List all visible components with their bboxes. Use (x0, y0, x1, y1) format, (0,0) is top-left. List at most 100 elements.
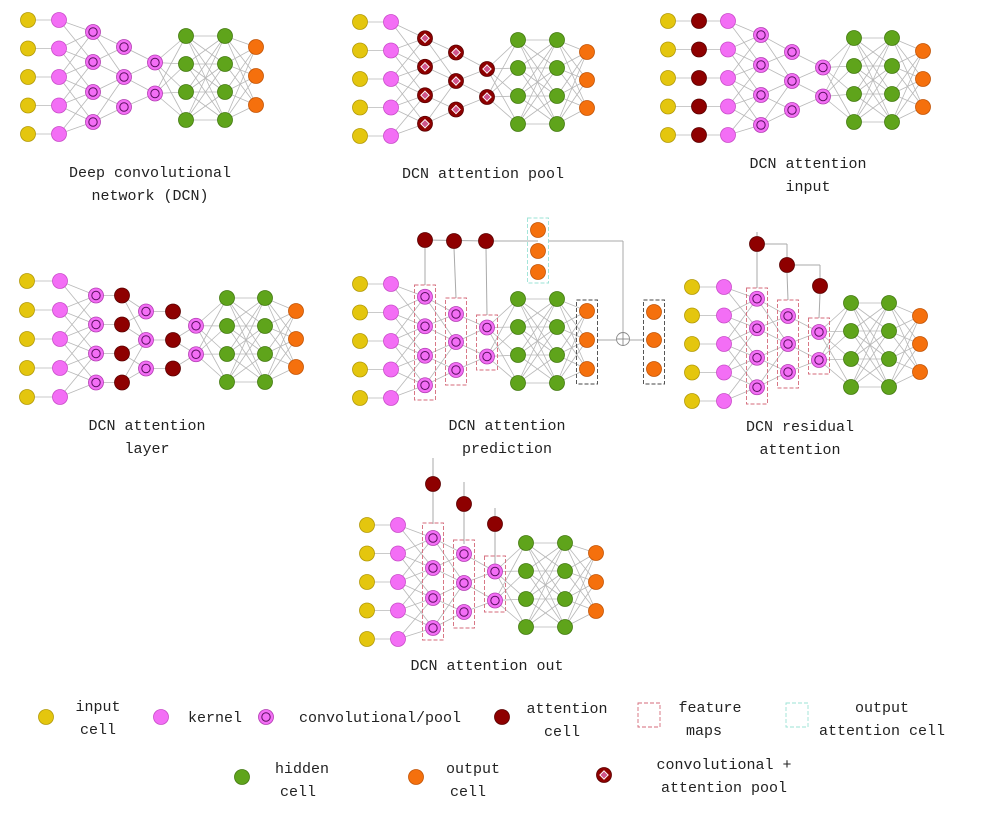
connection-line (727, 64, 762, 107)
connection-line (756, 298, 789, 345)
kernel-node (716, 307, 732, 324)
hidden-node (846, 58, 862, 74)
connection-line (760, 34, 793, 82)
legend-feature-maps-icon (637, 702, 661, 728)
connection-line (195, 297, 228, 355)
conv-node (780, 336, 796, 352)
output-node (646, 361, 662, 377)
hidden-node (549, 291, 565, 307)
hidden-node (549, 60, 565, 76)
input-node (19, 331, 35, 347)
input-node (660, 41, 676, 58)
input-node (352, 390, 368, 406)
connection-line (517, 95, 558, 125)
connection-line (525, 542, 566, 572)
input-node (359, 602, 375, 619)
conv-node (138, 360, 154, 377)
output-node (288, 331, 304, 347)
input-node (352, 128, 368, 144)
kernel-node (51, 97, 67, 114)
input-node (359, 517, 375, 533)
connection-line (564, 552, 597, 628)
input-node (660, 98, 676, 115)
conv-node (188, 317, 204, 334)
attention-node (749, 236, 765, 252)
conv-node (487, 563, 503, 580)
conv-node (417, 318, 433, 335)
input-node (352, 71, 368, 87)
connection-line (723, 357, 758, 402)
connection-line (564, 581, 597, 628)
kernel-node (383, 14, 399, 30)
output-node (530, 243, 546, 259)
hidden-node (178, 84, 194, 100)
output-node (912, 308, 928, 324)
legend-output-attention-cell-icon (785, 702, 809, 728)
input-node (352, 42, 368, 59)
input-node (19, 360, 35, 376)
connection-line (818, 302, 852, 361)
kernel-node (383, 128, 399, 144)
attention-node (691, 13, 707, 29)
attention-node (114, 316, 130, 333)
connection-line (517, 39, 558, 69)
hidden-node (510, 32, 526, 48)
hidden-node (549, 347, 565, 363)
hidden-node (557, 591, 573, 607)
connection-line (185, 35, 226, 121)
cpool-node (448, 73, 464, 89)
output-node (288, 359, 304, 375)
output-node (646, 332, 662, 348)
kernel-node (52, 331, 68, 347)
input-node (20, 97, 36, 114)
connection-line (432, 537, 465, 584)
connection-line (224, 46, 257, 121)
conv-node (425, 590, 441, 606)
conv-node (456, 546, 472, 562)
conv-node (448, 306, 464, 322)
connection-line (517, 326, 558, 384)
labels-layer: Deep convolutional network (DCN) DCN atten… (69, 156, 867, 675)
kernel-node (51, 126, 67, 142)
kernel-node (716, 393, 732, 409)
conv-node (85, 84, 101, 100)
hidden-node (557, 535, 573, 551)
conv-node (753, 117, 769, 133)
legend-text: attention (526, 701, 607, 718)
attention-node (812, 278, 828, 294)
hidden-node (884, 86, 900, 102)
output-node (915, 99, 931, 115)
attention-node (779, 257, 795, 273)
connection-line (556, 310, 588, 384)
input-node (20, 126, 36, 142)
input-node (352, 333, 368, 349)
connection-line (390, 326, 426, 370)
connection-line (264, 310, 297, 383)
conv-node (811, 352, 827, 368)
connection-line (121, 339, 147, 383)
attention-node (165, 360, 181, 377)
output-node (912, 336, 928, 352)
output-map-box (576, 299, 598, 385)
hidden-node (843, 351, 859, 367)
kernel-node (383, 276, 399, 292)
connection-line (390, 312, 426, 356)
hidden-node (846, 30, 862, 46)
conv-node (784, 73, 800, 89)
connection-line (226, 325, 266, 383)
attention-node (691, 127, 707, 143)
input-node (352, 361, 368, 378)
connection-line (59, 353, 97, 398)
input-node (684, 336, 700, 352)
connection-line (891, 78, 924, 123)
output-node (248, 68, 264, 84)
connection-line (224, 35, 257, 77)
kernel-node (720, 98, 736, 115)
hidden-node (178, 112, 194, 128)
input-node (684, 307, 700, 324)
connection-line (226, 297, 266, 383)
attention-node (425, 476, 441, 492)
conv-node (147, 54, 163, 71)
legend-hidden-cell-icon (234, 769, 250, 785)
kernel-node (720, 127, 736, 143)
